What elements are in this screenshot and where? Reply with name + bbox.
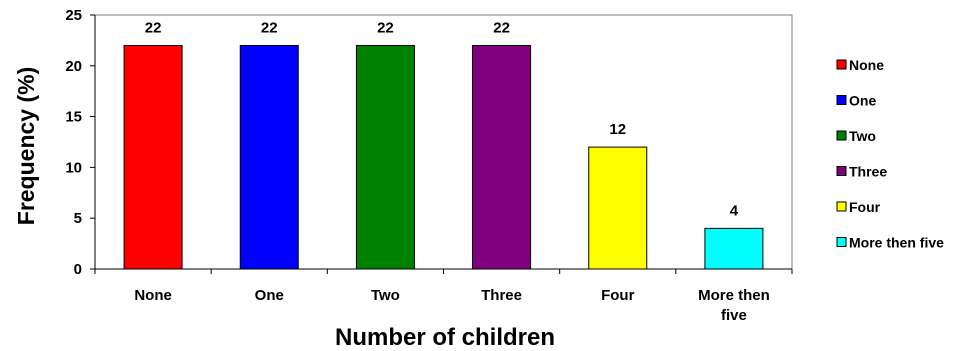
y-tick-label: 15 xyxy=(65,109,82,126)
data-label: 4 xyxy=(730,202,739,219)
legend-swatch xyxy=(836,166,847,176)
bar xyxy=(355,44,415,270)
x-tick-label: More then five xyxy=(698,287,770,324)
legend-label: Three xyxy=(849,164,887,180)
legend-label: None xyxy=(849,57,884,73)
y-axis: 0 5 10 15 20 25 xyxy=(65,7,96,278)
legend-swatch xyxy=(836,201,847,212)
legend-swatch xyxy=(836,237,847,247)
bar xyxy=(239,44,299,270)
legend-swatch xyxy=(836,59,847,70)
data-labels: 22 22 22 22 12 4 xyxy=(145,19,739,219)
y-tick-label: 5 xyxy=(74,210,82,227)
y-tick-label: 25 xyxy=(65,7,82,24)
legend-label: Four xyxy=(849,199,881,215)
legend-label: Two xyxy=(849,128,876,144)
x-tick-label: One xyxy=(255,287,284,304)
plot-area xyxy=(94,14,793,270)
legend-label: More then five xyxy=(849,235,944,251)
y-tick-label: 20 xyxy=(65,58,82,75)
data-label: 22 xyxy=(261,19,278,36)
plot-area-border xyxy=(94,14,793,270)
legend-swatch xyxy=(836,95,847,105)
x-axis-title: Number of children xyxy=(335,324,555,351)
data-label: 22 xyxy=(145,19,162,36)
x-tick-label: Three xyxy=(481,287,522,304)
bar xyxy=(472,44,532,270)
data-label: 12 xyxy=(609,121,626,138)
legend: None One Two Three Four More then five xyxy=(836,57,944,251)
y-tick-label: 10 xyxy=(65,159,82,176)
x-tick-label: None xyxy=(134,287,172,304)
bar xyxy=(123,44,183,270)
bar xyxy=(704,227,764,270)
data-label: 22 xyxy=(493,19,510,36)
x-tick-label: Two xyxy=(371,287,400,304)
bars xyxy=(123,44,764,270)
data-label: 22 xyxy=(377,19,394,36)
bar xyxy=(588,146,648,270)
y-tick-label: 0 xyxy=(74,261,82,278)
x-tick-label: Four xyxy=(601,287,634,304)
y-axis-title: Frequency (%) xyxy=(13,67,39,225)
legend-swatch xyxy=(836,130,847,141)
x-axis: None One Two Three Four More then five xyxy=(94,268,793,324)
legend-label: One xyxy=(849,93,876,109)
